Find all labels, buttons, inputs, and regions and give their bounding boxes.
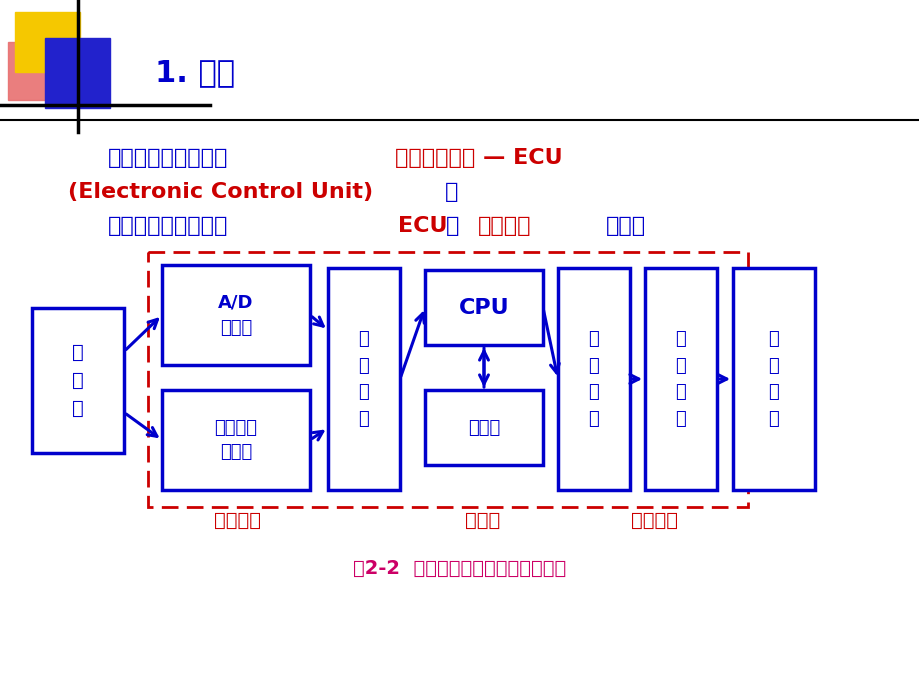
Bar	[425, 390, 542, 465]
Text: 驱
动
电
路: 驱 动 电 路	[675, 331, 686, 428]
Text: 执
行
机
构: 执 行 机 构	[767, 331, 778, 428]
Text: 汽车计算机系统称为: 汽车计算机系统称为	[108, 148, 228, 168]
Text: CPU: CPU	[459, 297, 509, 317]
Bar	[45, 38, 110, 108]
Text: ECU: ECU	[398, 216, 447, 236]
Bar	[148, 252, 747, 507]
Text: 和: 和	[446, 216, 459, 236]
Text: 数字输入
存储器: 数字输入 存储器	[214, 419, 257, 462]
Text: 输出接口: 输出接口	[630, 511, 678, 529]
Bar	[162, 265, 310, 365]
Bar	[732, 268, 814, 490]
Text: (Electronic Control Unit): (Electronic Control Unit)	[68, 182, 373, 202]
Text: 计算机: 计算机	[465, 511, 500, 529]
Bar	[644, 268, 716, 490]
Bar	[162, 390, 310, 490]
Text: 输入接口: 输入接口	[214, 511, 261, 529]
Bar	[32, 308, 124, 453]
Text: 组成。: 组成。	[606, 216, 645, 236]
Text: 输
出
端
口: 输 出 端 口	[588, 331, 598, 428]
Bar	[558, 268, 630, 490]
Text: 1. 硬件: 1. 硬件	[154, 59, 234, 88]
Text: 控制系统由传感器、: 控制系统由传感器、	[108, 216, 228, 236]
Text: 输
入
端
口: 输 入 端 口	[358, 331, 369, 428]
Text: A/D
转换器: A/D 转换器	[218, 293, 254, 337]
Bar	[425, 270, 542, 345]
Bar	[328, 268, 400, 490]
Text: 。: 。	[445, 182, 458, 202]
Text: 传
感
器: 传 感 器	[72, 343, 84, 418]
Bar	[8, 42, 73, 100]
Text: 执行机构: 执行机构	[478, 216, 531, 236]
Text: 电子控制单元 — ECU: 电子控制单元 — ECU	[394, 148, 562, 168]
Text: 图2-2  汽车电子控制系统的基本组成: 图2-2 汽车电子控制系统的基本组成	[353, 558, 566, 578]
Text: 存储器: 存储器	[468, 419, 500, 437]
Bar	[15, 12, 80, 72]
